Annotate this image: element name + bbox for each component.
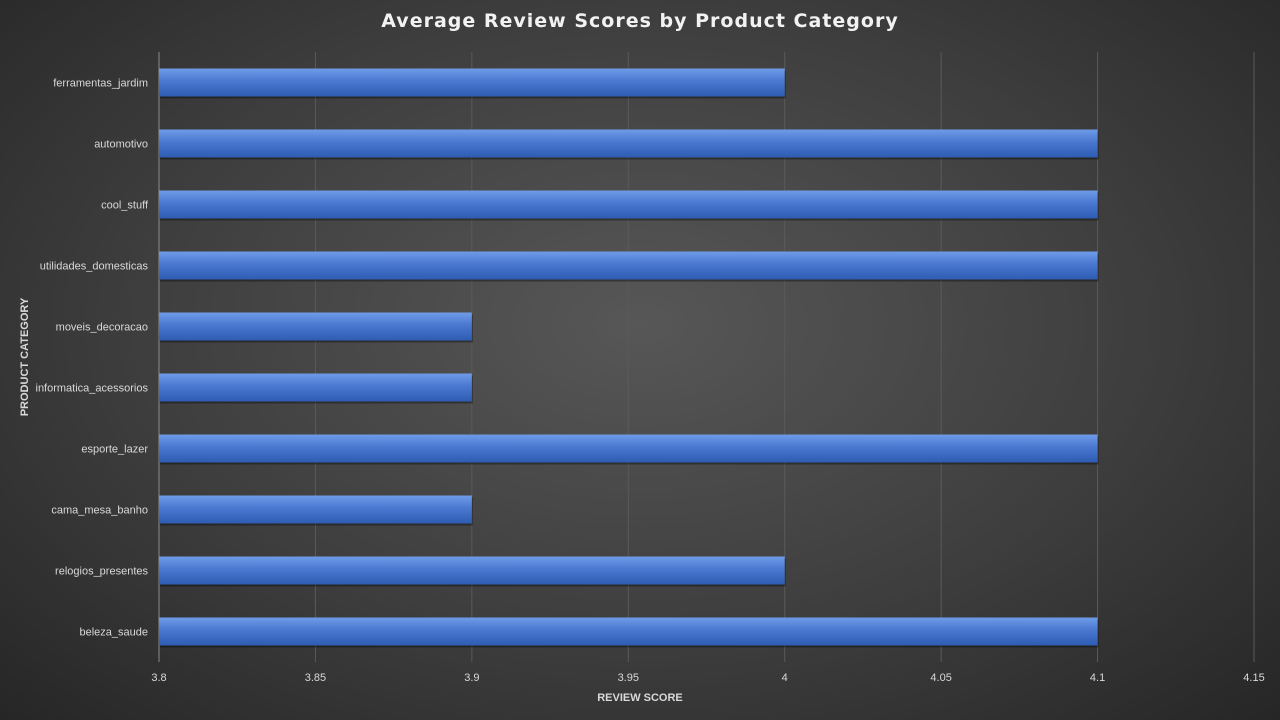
- x-tick-label: 4: [782, 672, 788, 684]
- x-axis-label: REVIEW SCORE: [597, 692, 683, 704]
- category-label: beleza_saude: [79, 627, 148, 639]
- y-axis-label: PRODUCT CATEGORY: [19, 297, 31, 416]
- category-label: cool_stuff: [101, 200, 149, 212]
- category-label: cama_mesa_banho: [51, 505, 148, 517]
- bar-utilidades_domesticas: [159, 251, 1098, 280]
- x-tick-label: 3.95: [618, 672, 639, 684]
- bar-informatica_acessorios: [159, 373, 472, 402]
- bar-relogios_presentes: [159, 556, 785, 585]
- category-label: informatica_acessorios: [36, 383, 149, 395]
- x-tick-label: 3.9: [464, 672, 479, 684]
- category-label: utilidades_domesticas: [40, 261, 149, 273]
- x-tick-label: 4.15: [1243, 672, 1264, 684]
- x-tick-label: 4.1: [1090, 672, 1105, 684]
- x-tick-label: 4.05: [930, 672, 951, 684]
- bar-cama_mesa_banho: [159, 495, 472, 524]
- category-label: esporte_lazer: [81, 444, 148, 456]
- bar-moveis_decoracao: [159, 312, 472, 341]
- x-tick-label: 3.85: [305, 672, 326, 684]
- chart-title: Average Review Scores by Product Categor…: [381, 10, 899, 32]
- category-label: relogios_presentes: [55, 566, 148, 578]
- bar-ferramentas_jardim: [159, 68, 785, 97]
- bar-esporte_lazer: [159, 434, 1098, 463]
- bar-beleza_saude: [159, 617, 1098, 646]
- bar-cool_stuff: [159, 190, 1098, 219]
- bar-automotivo: [159, 129, 1098, 158]
- category-label: automotivo: [94, 139, 148, 151]
- x-tick-label: 3.8: [151, 672, 166, 684]
- category-label: ferramentas_jardim: [53, 78, 148, 90]
- category-label: moveis_decoracao: [56, 322, 148, 334]
